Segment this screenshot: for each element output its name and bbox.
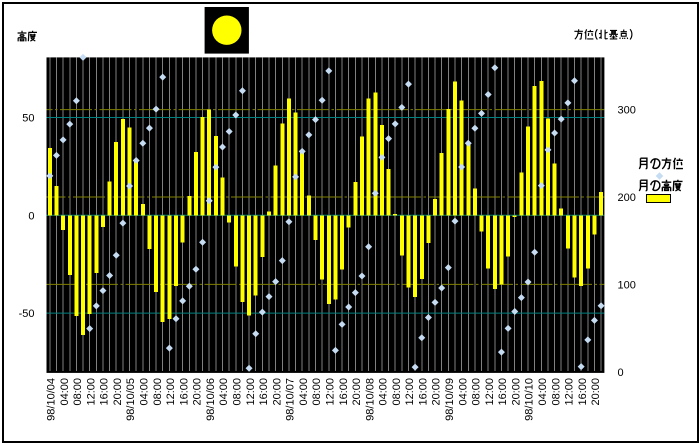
svg-text:98/10/10: 98/10/10 [524,378,536,421]
svg-text:200: 200 [618,192,636,204]
svg-text:04:00: 04:00 [59,378,71,406]
svg-text:12:00: 12:00 [165,378,177,406]
svg-text:08:00: 08:00 [231,378,243,406]
svg-text:16:00: 16:00 [497,378,509,406]
svg-text:98/10/05: 98/10/05 [125,378,137,421]
svg-text:04:00: 04:00 [537,378,549,406]
svg-text:04:00: 04:00 [378,378,390,406]
svg-text:08:00: 08:00 [550,378,562,406]
svg-text:16:00: 16:00 [178,378,190,406]
svg-text:16:00: 16:00 [258,378,270,406]
svg-text:20:00: 20:00 [351,378,363,406]
svg-text:08:00: 08:00 [311,378,323,406]
svg-text:08:00: 08:00 [72,378,84,406]
svg-text:08:00: 08:00 [471,378,483,406]
svg-text:08:00: 08:00 [152,378,164,406]
svg-text:12:00: 12:00 [245,378,257,406]
svg-text:04:00: 04:00 [218,378,230,406]
svg-text:04:00: 04:00 [139,378,151,406]
svg-text:04:00: 04:00 [457,378,469,406]
svg-text:0: 0 [618,367,624,379]
svg-text:20:00: 20:00 [112,378,124,406]
svg-text:12:00: 12:00 [324,378,336,406]
svg-text:12:00: 12:00 [564,378,576,406]
svg-text:98/10/08: 98/10/08 [364,378,376,421]
svg-text:16:00: 16:00 [577,378,589,406]
svg-text:16:00: 16:00 [417,378,429,406]
svg-text:20:00: 20:00 [510,378,522,406]
svg-text:98/10/04: 98/10/04 [46,378,58,421]
svg-text:12:00: 12:00 [404,378,416,406]
svg-text:0: 0 [28,210,34,222]
svg-text:04:00: 04:00 [298,378,310,406]
svg-text:20:00: 20:00 [431,378,443,406]
svg-text:-50: -50 [19,308,35,320]
svg-text:300: 300 [618,105,636,117]
svg-text:100: 100 [618,279,636,291]
svg-text:20:00: 20:00 [590,378,602,406]
svg-text:20:00: 20:00 [271,378,283,406]
svg-text:20:00: 20:00 [192,378,204,406]
svg-text:98/10/09: 98/10/09 [444,378,456,421]
svg-text:12:00: 12:00 [484,378,496,406]
svg-text:50: 50 [22,113,34,125]
svg-text:16:00: 16:00 [338,378,350,406]
svg-text:12:00: 12:00 [85,378,97,406]
svg-text:16:00: 16:00 [99,378,111,406]
svg-text:98/10/07: 98/10/07 [285,378,297,421]
svg-text:08:00: 08:00 [391,378,403,406]
svg-text:98/10/06: 98/10/06 [205,378,217,421]
